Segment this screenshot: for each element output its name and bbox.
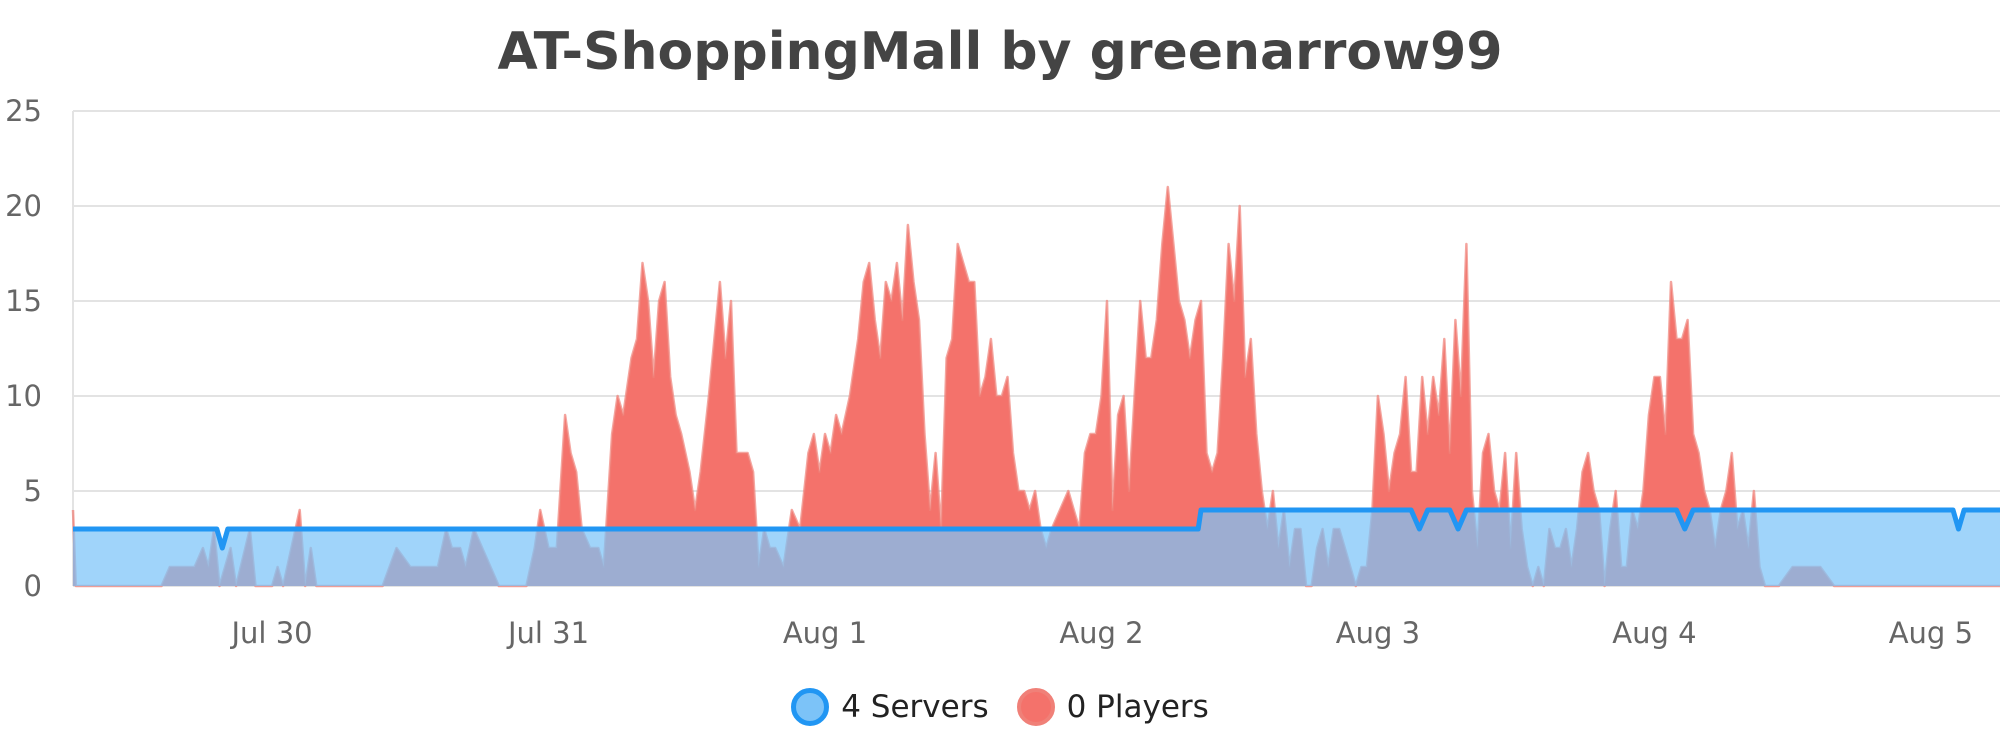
y-tick-label: 5	[24, 474, 42, 508]
x-tick-label: Jul 31	[506, 616, 589, 650]
y-tick-label: 20	[5, 189, 42, 223]
y-tick-label: 10	[5, 379, 42, 413]
y-tick-label: 0	[24, 569, 42, 603]
y-tick-label: 15	[5, 284, 42, 318]
y-axis: 0 5 10 15 20 25	[5, 94, 74, 603]
x-tick-label: Aug 3	[1336, 616, 1420, 650]
servers-line	[73, 507, 2000, 551]
x-tick-label: Aug 1	[783, 616, 867, 650]
legend-label-servers: 4 Servers	[841, 689, 989, 725]
x-axis: Jul 30 Jul 31 Aug 1 Aug 2 Aug 3 Aug 4 Aug 5	[230, 616, 1974, 650]
legend-item-players[interactable]: 0 Players	[1016, 688, 1209, 726]
legend: 4 Servers 0 Players	[0, 688, 2000, 726]
x-tick-label: Aug 2	[1059, 616, 1143, 650]
legend-label-players: 0 Players	[1066, 689, 1209, 725]
chart-title: AT-ShoppingMall by greenarrow99	[497, 22, 1503, 82]
y-tick-label: 25	[5, 94, 42, 128]
x-tick-label: Aug 4	[1612, 616, 1696, 650]
players-legend-swatch	[1016, 688, 1055, 726]
x-tick-label: Jul 30	[230, 616, 313, 650]
servers-legend-swatch	[791, 688, 830, 726]
legend-item-servers[interactable]: 4 Servers	[791, 688, 989, 726]
x-tick-label: Aug 5	[1889, 616, 1973, 650]
series-layer	[71, 185, 2000, 588]
